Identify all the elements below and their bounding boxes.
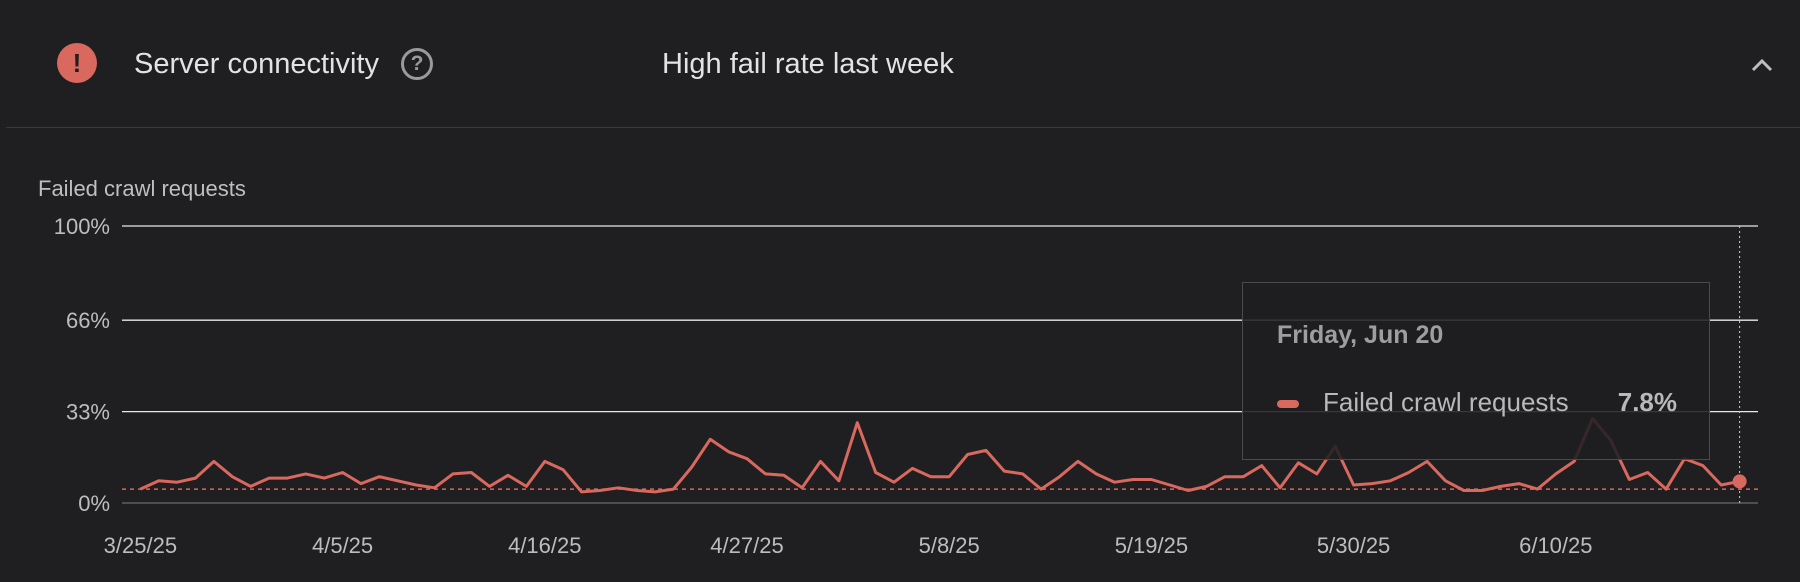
report-title: Server connectivity	[134, 48, 379, 80]
tooltip-value: 7.8%	[1617, 387, 1677, 417]
x-tick-label: 6/10/25	[1519, 533, 1592, 558]
x-tick-label: 3/25/25	[104, 533, 177, 558]
x-tick-label: 5/30/25	[1317, 533, 1390, 558]
series-failed-crawl-requests	[139, 417, 1747, 494]
x-tick-label: 4/16/25	[508, 533, 581, 558]
y-tick-label: 33%	[66, 400, 110, 425]
error-icon: !	[57, 43, 97, 83]
tooltip: Friday, Jun 20 Failed crawl requests 7.8…	[1242, 282, 1710, 460]
series-line	[139, 417, 1740, 494]
tooltip-series-label: Failed crawl requests	[1323, 387, 1569, 417]
x-tick-labels: 3/25/25 4/5/25 4/16/25 4/27/25 5/8/25 5/19/25…	[104, 533, 1593, 558]
x-tick-label: 5/19/25	[1115, 533, 1188, 558]
tooltip-series-swatch	[1277, 400, 1299, 408]
x-tick-label: 4/27/25	[710, 533, 783, 558]
x-tick-label: 4/5/25	[312, 533, 373, 558]
status-summary: High fail rate last week	[662, 48, 954, 80]
x-tick-label: 5/8/25	[919, 533, 980, 558]
tooltip-date: Friday, Jun 20	[1277, 321, 1444, 349]
report-header[interactable]: ! Server connectivity ? High fail rate l…	[6, 0, 1800, 128]
y-tick-label: 100%	[54, 214, 110, 239]
y-tick-labels: 100% 66% 33% 0%	[54, 214, 110, 516]
help-icon[interactable]: ?	[401, 48, 433, 80]
y-tick-label: 66%	[66, 308, 110, 333]
y-tick-label: 0%	[78, 491, 110, 516]
chevron-up-icon[interactable]	[1750, 53, 1774, 77]
y-axis-title: Failed crawl requests	[38, 176, 246, 201]
highlighted-point	[1732, 474, 1747, 489]
